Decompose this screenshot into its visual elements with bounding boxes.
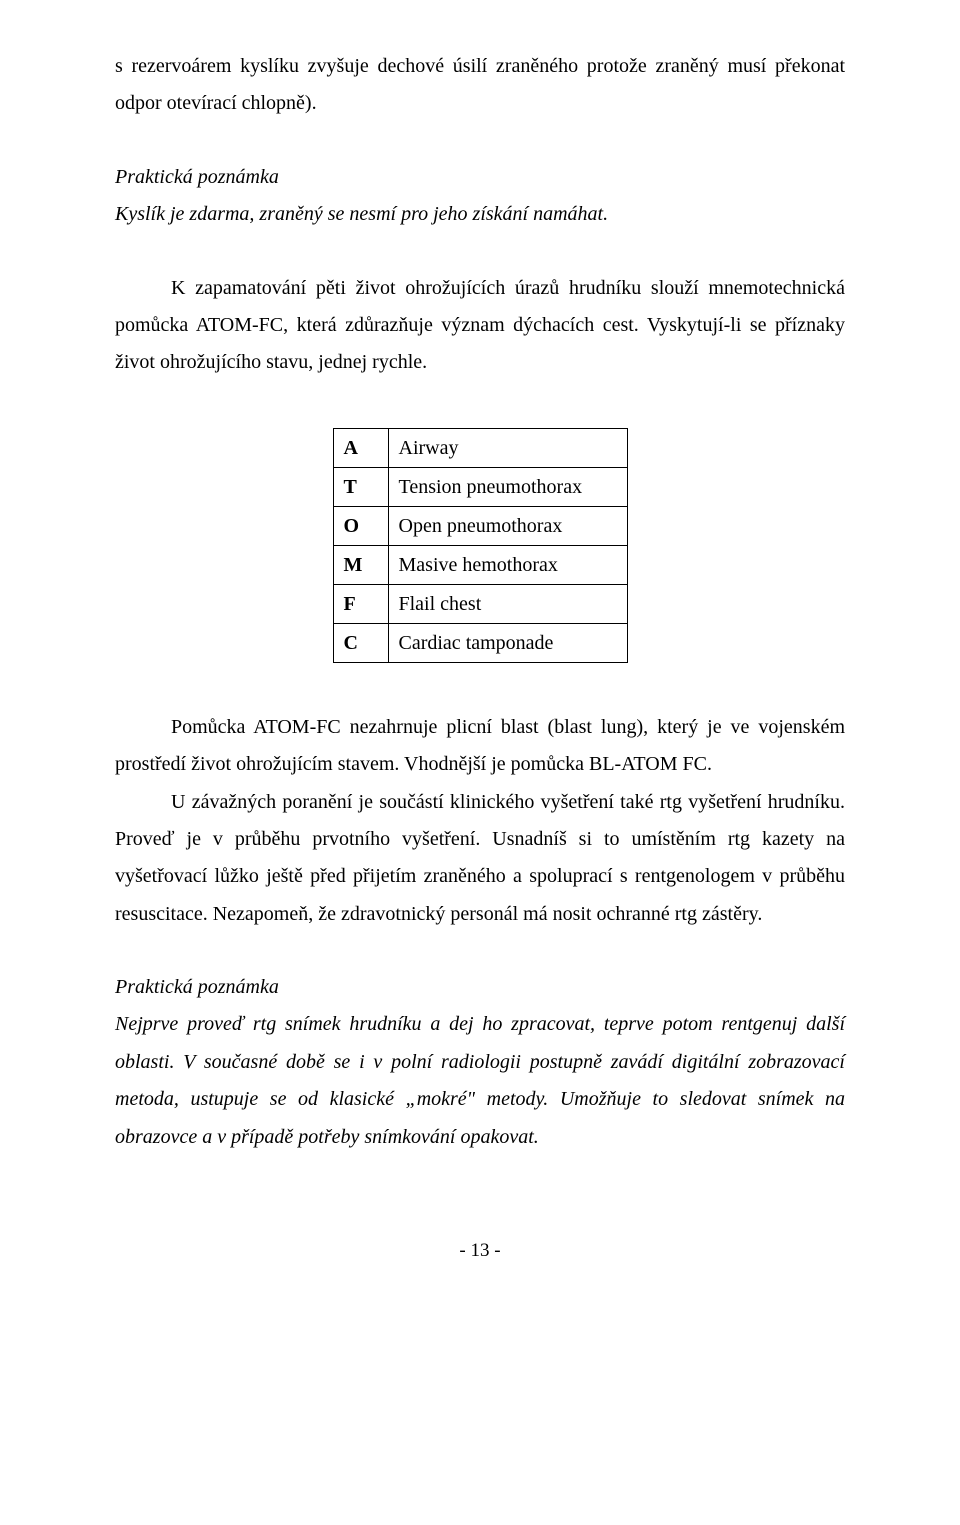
note-title: Praktická poznámka (115, 159, 845, 196)
note-title: Praktická poznámka (115, 969, 845, 1006)
document-page: s rezervoárem kyslíku zvyšuje dechové ús… (0, 0, 960, 1312)
table-key: C (333, 623, 388, 662)
note-body: Nejprve proveď rtg snímek hrudníku a dej… (115, 1006, 845, 1156)
table-value: Tension pneumothorax (388, 467, 627, 506)
table-value: Open pneumothorax (388, 506, 627, 545)
table-value: Flail chest (388, 584, 627, 623)
table-key: O (333, 506, 388, 545)
table-row: C Cardiac tamponade (333, 623, 627, 662)
mnemonic-table-wrap: A Airway T Tension pneumothorax O Open p… (115, 428, 845, 663)
table-row: O Open pneumothorax (333, 506, 627, 545)
table-value: Airway (388, 428, 627, 467)
table-value: Masive hemothorax (388, 545, 627, 584)
mnemonic-table: A Airway T Tension pneumothorax O Open p… (333, 428, 628, 663)
paragraph-mnemonic: K zapamatování pěti život ohrožujících ú… (115, 270, 845, 382)
table-value: Cardiac tamponade (388, 623, 627, 662)
table-row: F Flail chest (333, 584, 627, 623)
paragraph-rtg: U závažných poranění je součástí klinick… (115, 784, 845, 934)
paragraph-continuation: s rezervoárem kyslíku zvyšuje dechové ús… (115, 48, 845, 123)
table-row: A Airway (333, 428, 627, 467)
table-row: T Tension pneumothorax (333, 467, 627, 506)
note-body: Kyslík je zdarma, zraněný se nesmí pro j… (115, 196, 845, 233)
page-number: - 13 - (115, 1240, 845, 1262)
table-key: M (333, 545, 388, 584)
table-key: T (333, 467, 388, 506)
paragraph-blatom: Pomůcka ATOM-FC nezahrnuje plicní blast … (115, 709, 845, 784)
table-key: F (333, 584, 388, 623)
table-key: A (333, 428, 388, 467)
table-row: M Masive hemothorax (333, 545, 627, 584)
